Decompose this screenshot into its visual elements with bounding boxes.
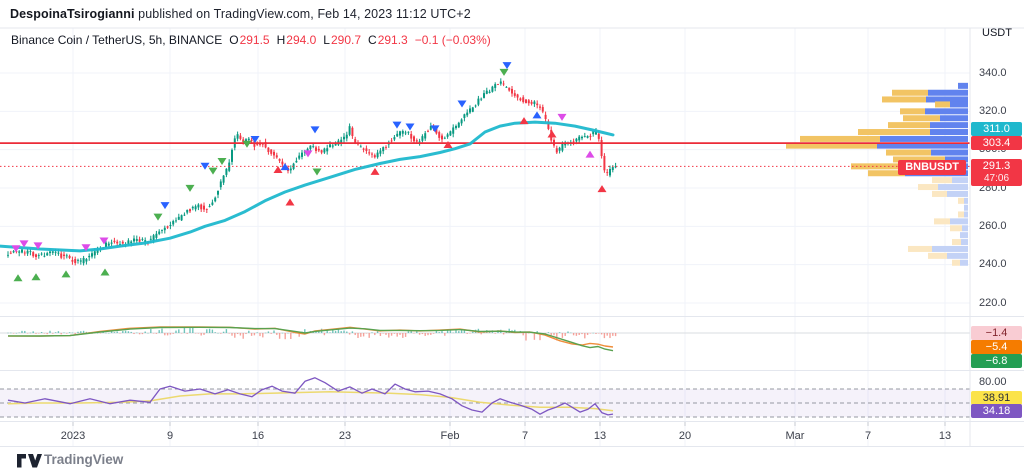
price-tick-label: 340.0 <box>979 66 1007 79</box>
ohlc-key: L <box>323 33 330 47</box>
attribution-username: DespoinaTsirogianni <box>10 7 135 21</box>
tradingview-logo[interactable] <box>16 453 42 469</box>
time-tick-label: 16 <box>251 430 265 442</box>
price-tick-label: 220.0 <box>979 296 1007 309</box>
time-tick-label: Feb <box>440 430 460 442</box>
ohlc-readout: O291.5 H294.0 L290.7 C291.3 <box>222 33 408 47</box>
rsi-ma-label: 38.91 <box>971 390 1022 405</box>
ohlc-value: 294.0 <box>286 33 317 47</box>
last-price-label: 291.3 47:06 <box>971 159 1022 186</box>
symbol-price-tag: BNBUSDT <box>898 160 966 175</box>
ohlc-value: 291.5 <box>239 33 270 47</box>
rsi-value-label: 34.18 <box>971 403 1022 418</box>
symbol-legend: Binance Coin / TetherUS, 5h, BINANCE O291… <box>11 33 491 47</box>
currency-label: USDT <box>982 27 1012 39</box>
time-tick-label: 7 <box>864 430 872 442</box>
change-readout: −0.1 (−0.03%) <box>414 33 491 47</box>
macd-line-label: −5.4 <box>971 340 1022 354</box>
price-tick-label: 320.0 <box>979 104 1007 117</box>
price-tick-label: 260.0 <box>979 219 1007 232</box>
symbol-title[interactable]: Binance Coin / TetherUS, 5h, BINANCE <box>11 33 223 47</box>
time-tick-label: 13 <box>593 430 607 442</box>
time-tick-label: 13 <box>938 430 952 442</box>
time-tick-label: 23 <box>338 430 352 442</box>
time-tick-label: Mar <box>785 430 805 442</box>
time-tick-label: 2023 <box>60 430 86 442</box>
attribution-text: published on TradingView.com, Feb 14, 20… <box>134 7 471 21</box>
attribution-bar: DespoinaTsirogianni published on Trading… <box>10 7 471 21</box>
rsi-axis-tick: 80.00 <box>979 376 1007 388</box>
time-tick-label: 20 <box>678 430 692 442</box>
price-tick-label: 240.0 <box>979 258 1007 271</box>
time-tick-label: 7 <box>521 430 529 442</box>
ohlc-key: O <box>229 33 239 47</box>
level-price-label: 303.4 <box>971 136 1022 150</box>
ohlc-value: 291.3 <box>377 33 408 47</box>
macd-hist-label: −1.4 <box>971 326 1022 340</box>
ohlc-key: C <box>368 33 377 47</box>
ohlc-key: H <box>276 33 286 47</box>
tradingview-brand-text[interactable]: TradingView <box>44 452 124 467</box>
bar-countdown: 47:06 <box>983 173 1010 184</box>
time-tick-label: 9 <box>166 430 174 442</box>
ohlc-value: 290.7 <box>330 33 362 47</box>
last-price-value: 291.3 <box>982 160 1011 172</box>
ma-price-label: 311.0 <box>971 122 1022 136</box>
macd-signal-label: −6.8 <box>971 353 1022 368</box>
